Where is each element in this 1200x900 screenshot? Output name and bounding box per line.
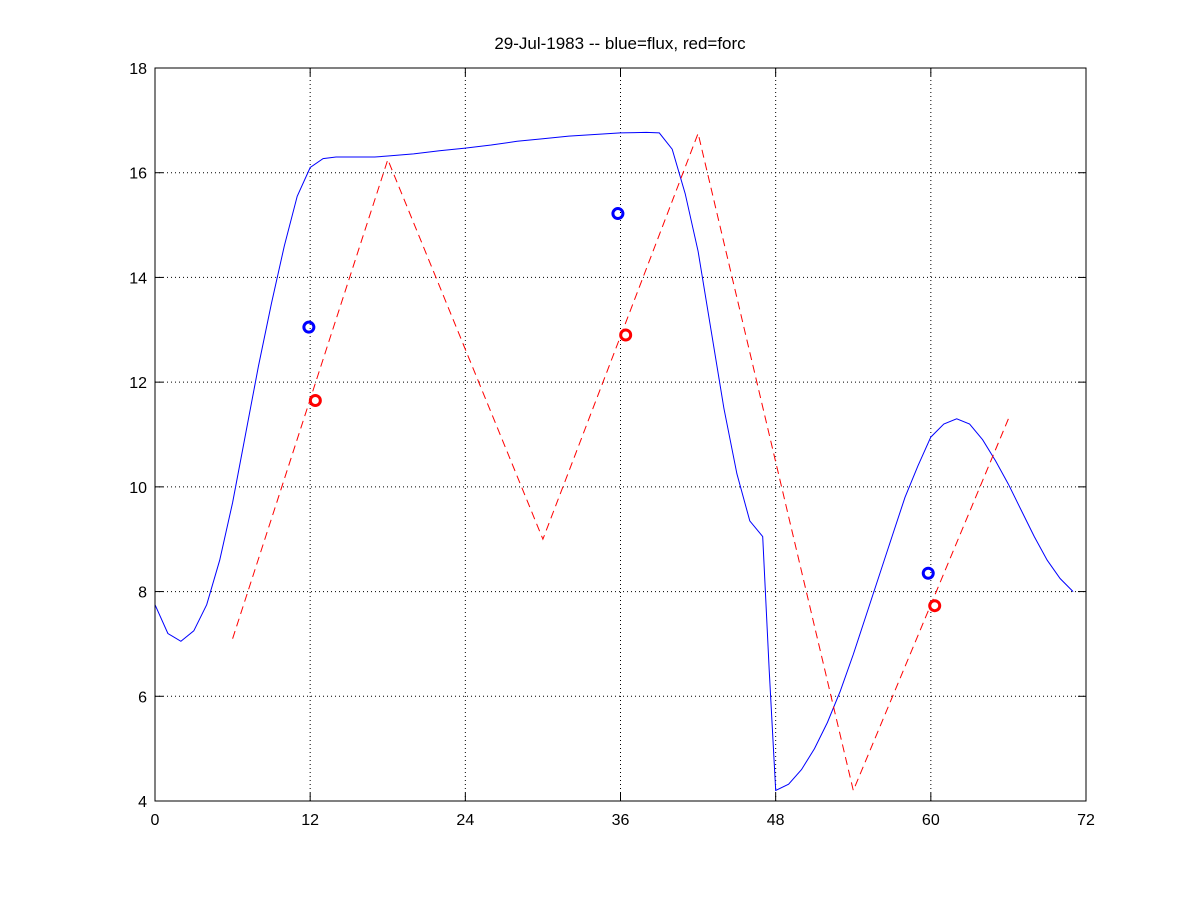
y-tick-label: 4 bbox=[138, 794, 147, 811]
x-tick-label: 60 bbox=[922, 812, 940, 829]
x-tick-label: 72 bbox=[1077, 812, 1095, 829]
y-tick-label: 12 bbox=[129, 375, 147, 392]
x-tick-label: 24 bbox=[456, 812, 474, 829]
chart-title: 29-Jul-1983 -- blue=flux, red=forc bbox=[494, 34, 746, 53]
flux-series-line bbox=[154, 131, 1074, 792]
x-tick-label: 12 bbox=[301, 812, 319, 829]
forc-marker bbox=[619, 328, 633, 342]
flux-marker bbox=[302, 320, 316, 334]
y-tick-label: 18 bbox=[129, 61, 147, 78]
series-layer bbox=[154, 131, 1074, 793]
y-tick-label: 14 bbox=[129, 270, 147, 287]
y-tick-label: 10 bbox=[129, 480, 147, 497]
marker-layer bbox=[302, 207, 942, 613]
y-tick-label: 8 bbox=[138, 585, 147, 602]
forc-series-line bbox=[232, 131, 1009, 793]
x-tick-label: 36 bbox=[612, 812, 630, 829]
flux-marker bbox=[611, 207, 625, 221]
flux-marker bbox=[921, 566, 935, 580]
axes: 0 12 24 36 48 60 72 4 6 8 10 12 14 16 18 bbox=[129, 61, 1095, 829]
y-tick-label: 16 bbox=[129, 166, 147, 183]
forc-marker bbox=[928, 599, 942, 613]
x-tick-label: 48 bbox=[767, 812, 785, 829]
x-tick-label: 0 bbox=[151, 812, 160, 829]
y-tick-label: 6 bbox=[138, 689, 147, 706]
forc-marker bbox=[308, 393, 322, 407]
